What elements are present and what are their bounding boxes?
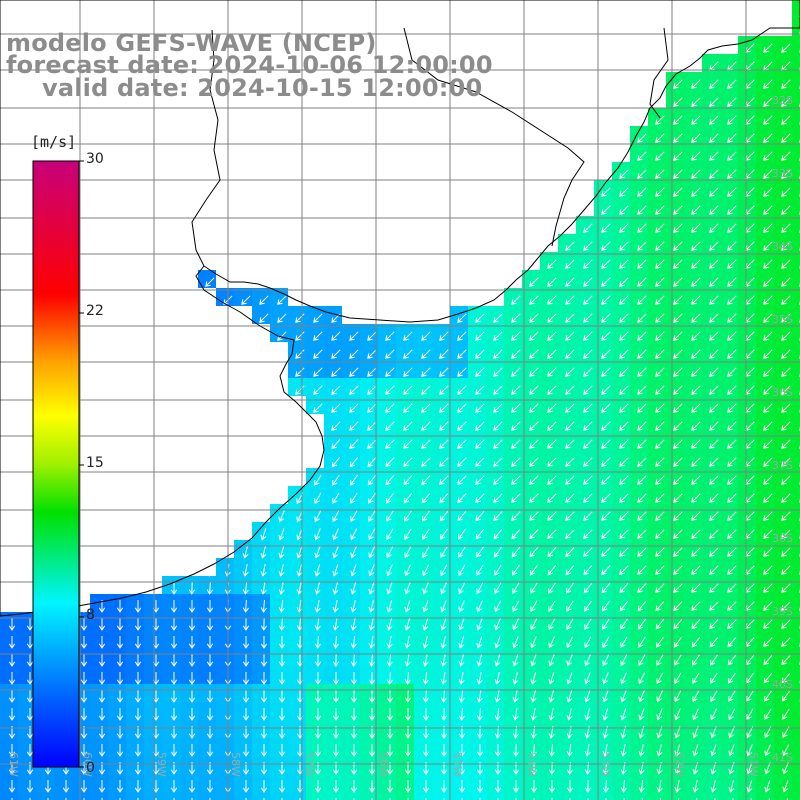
lon-label: 52W [673, 752, 686, 777]
colorbar-tick: 0 [86, 760, 95, 776]
lat-label: 33S [772, 167, 793, 180]
lat-label: 39S [772, 605, 793, 618]
lon-label: 60W [81, 752, 94, 777]
colorbar-tick: 8 [86, 607, 95, 623]
lon-label: 55W [451, 752, 464, 777]
lon-label: 57W [303, 752, 316, 777]
colorbar-tick: 30 [86, 151, 104, 167]
lon-label: 54W [525, 752, 538, 777]
lat-label: 34S [772, 240, 793, 253]
lat-label: 37S [772, 459, 793, 472]
colorbar-ticks [79, 160, 84, 768]
lat-label: 35S [772, 313, 793, 326]
lon-label: 56W [377, 752, 390, 777]
lon-label: 51W [747, 752, 760, 777]
lat-label: 36S [772, 386, 793, 399]
coastline [0, 0, 800, 617]
valid-date: valid date: 2024-10-15 12:00:00 [42, 74, 483, 102]
lat-label: 40S [772, 678, 793, 691]
forecast-date: forecast date: 2024-10-06 12:00:00 [6, 51, 493, 79]
lat-label: 38S [772, 532, 793, 545]
colorbar-unit: [m/s] [31, 133, 77, 151]
grid-labels: 61W 60W 59W 58W 57W 56W 55W 54W 53W 52W 51W 32S 33S 3… [7, 94, 793, 777]
lon-label: 58W [229, 752, 242, 777]
model-title: modelo GEFS-WAVE (NCEP) [6, 29, 377, 57]
lon-label: 59W [155, 752, 168, 777]
lat-label: 41S [772, 751, 793, 764]
lon-label: 61W [7, 752, 20, 777]
lon-label: 53W [599, 752, 612, 777]
colorbar-tick: 22 [86, 303, 104, 319]
colorbar-tick: 15 [86, 455, 104, 471]
lat-label: 32S [772, 94, 793, 107]
colorbar-bar [32, 160, 80, 768]
